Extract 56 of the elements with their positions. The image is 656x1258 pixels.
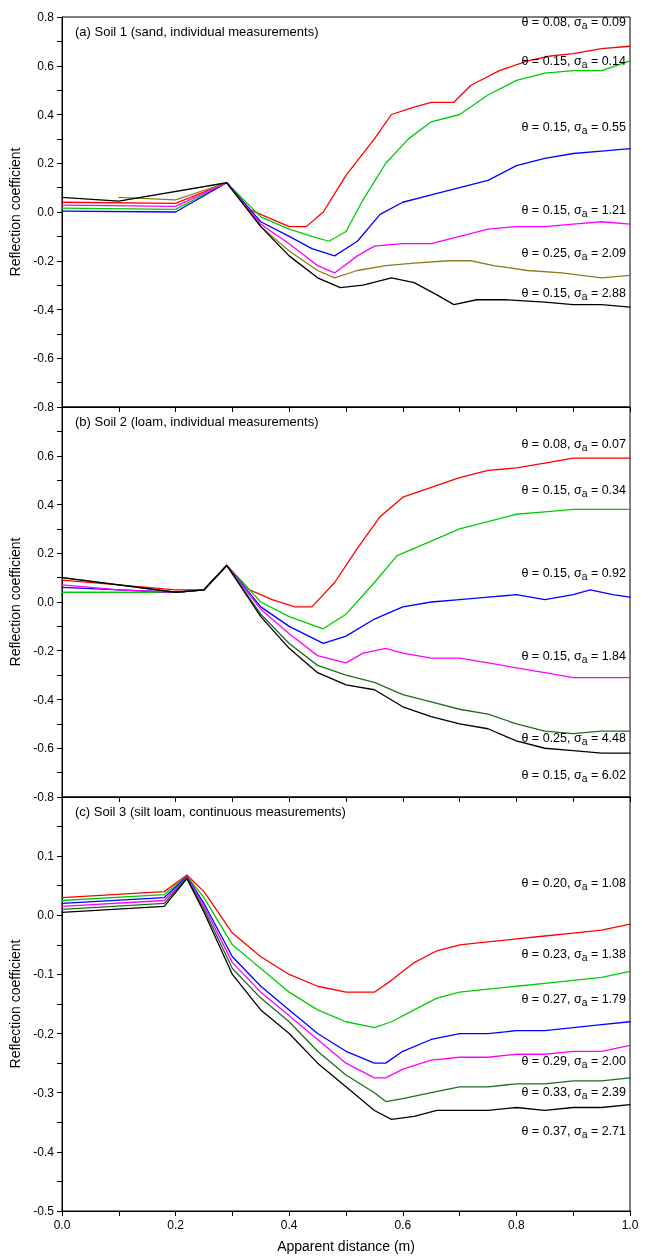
text: θ = 0.20, σ$_{a}$ = 1.08 — [521, 875, 626, 895]
text: (a) Soil 1 (sand, individual measurements) — [75, 24, 319, 39]
series-label: θ = 0.15, σ$_{a}$ = 1.84 — [521, 648, 626, 667]
x-tick-label: 0.4 — [280, 1218, 298, 1232]
y-axis-title: Reflection coefficient — [7, 147, 23, 277]
series-label: θ = 0.15, σ$_{a}$ = 1.21 — [521, 202, 626, 222]
y-tick-label: -0.4 — [33, 302, 55, 317]
x-tick-label: 0.2 — [167, 1218, 185, 1232]
y-tick-label: -0.2 — [33, 643, 55, 658]
x-tick-label: 0.6 — [394, 1218, 412, 1232]
series-label: θ = 0.15, σ$_{a}$ = 0.55 — [521, 119, 626, 138]
text: (b) Soil 2 (loam, individual measurements) — [75, 414, 319, 429]
series-label: θ = 0.37, σ$_{a}$ = 2.71 — [521, 1123, 626, 1142]
y-tick-label: -0.6 — [33, 741, 55, 756]
y-tick-label: -0.4 — [33, 1144, 55, 1159]
series-label: θ = 0.33, σ$_{a}$ = 2.39 — [521, 1084, 626, 1104]
series-label: θ = 0.15, σ$_{a}$ = 0.92 — [521, 565, 626, 585]
y-tick-label: -0.8 — [33, 790, 55, 804]
x-tick-label: 0.8 — [508, 1218, 526, 1232]
series-label: θ = 0.23, σ$_{a}$ = 1.38 — [521, 947, 626, 966]
series-label: θ = 0.15, σ$_{a}$ = 6.02 — [521, 767, 626, 787]
x-tick-label: 0.0 — [53, 1218, 71, 1232]
series-label: θ = 0.15, σ$_{a}$ = 0.34 — [521, 483, 626, 502]
text: (c) Soil 3 (silt loam, continuous measurements) — [75, 804, 346, 819]
y-axis-title: Reflection coefficient — [7, 537, 23, 667]
y-tick-label: -0.1 — [33, 967, 55, 982]
y-axis-title: Reflection coefficient — [7, 939, 23, 1069]
y-tick-label: -0.4 — [33, 692, 55, 707]
series-label: θ = 0.29, σ$_{a}$ = 2.00 — [521, 1054, 626, 1073]
series-label: θ = 0.08, σ$_{a}$ = 0.09 — [521, 15, 626, 34]
y-tick-label: 0.4 — [37, 497, 55, 512]
line-series — [61, 875, 631, 1029]
y-tick-label: -0.3 — [33, 1085, 55, 1100]
y-tick-label: 0.6 — [37, 58, 55, 73]
y-tick-label: -0.8 — [33, 400, 55, 414]
series-label: θ = 0.27, σ$_{a}$ = 1.79 — [521, 991, 626, 1010]
y-tick-label: 0.0 — [37, 908, 55, 923]
y-tick-label: 0.1 — [37, 849, 55, 864]
y-tick-label: -0.2 — [33, 253, 55, 268]
series-label: θ = 0.25, σ$_{a}$ = 2.09 — [521, 246, 626, 265]
x-tick-label: 1.0 — [621, 1218, 639, 1232]
y-tick-label: 0.2 — [37, 546, 55, 561]
y-tick-label: -0.2 — [33, 1026, 55, 1041]
y-tick-label: 0.0 — [37, 205, 55, 219]
y-tick-label: -0.6 — [33, 351, 55, 366]
y-tick-label: 0.6 — [37, 448, 55, 463]
series-label: θ = 0.25, σ$_{a}$ = 4.48 — [521, 730, 626, 750]
series-label: θ = 0.08, σ$_{a}$ = 0.07 — [521, 436, 626, 456]
y-tick-label: -0.5 — [33, 1204, 55, 1218]
y-tick-label: 0.4 — [37, 107, 55, 122]
x-axis-title: Apparent distance (m) — [277, 1238, 415, 1254]
y-tick-label: 0.8 — [37, 10, 55, 24]
y-tick-label: 0.2 — [37, 156, 55, 171]
y-tick-label: 0.0 — [37, 595, 55, 609]
series-label: θ = 0.15, σ$_{a}$ = 2.88 — [521, 285, 626, 305]
line-series — [61, 874, 631, 993]
